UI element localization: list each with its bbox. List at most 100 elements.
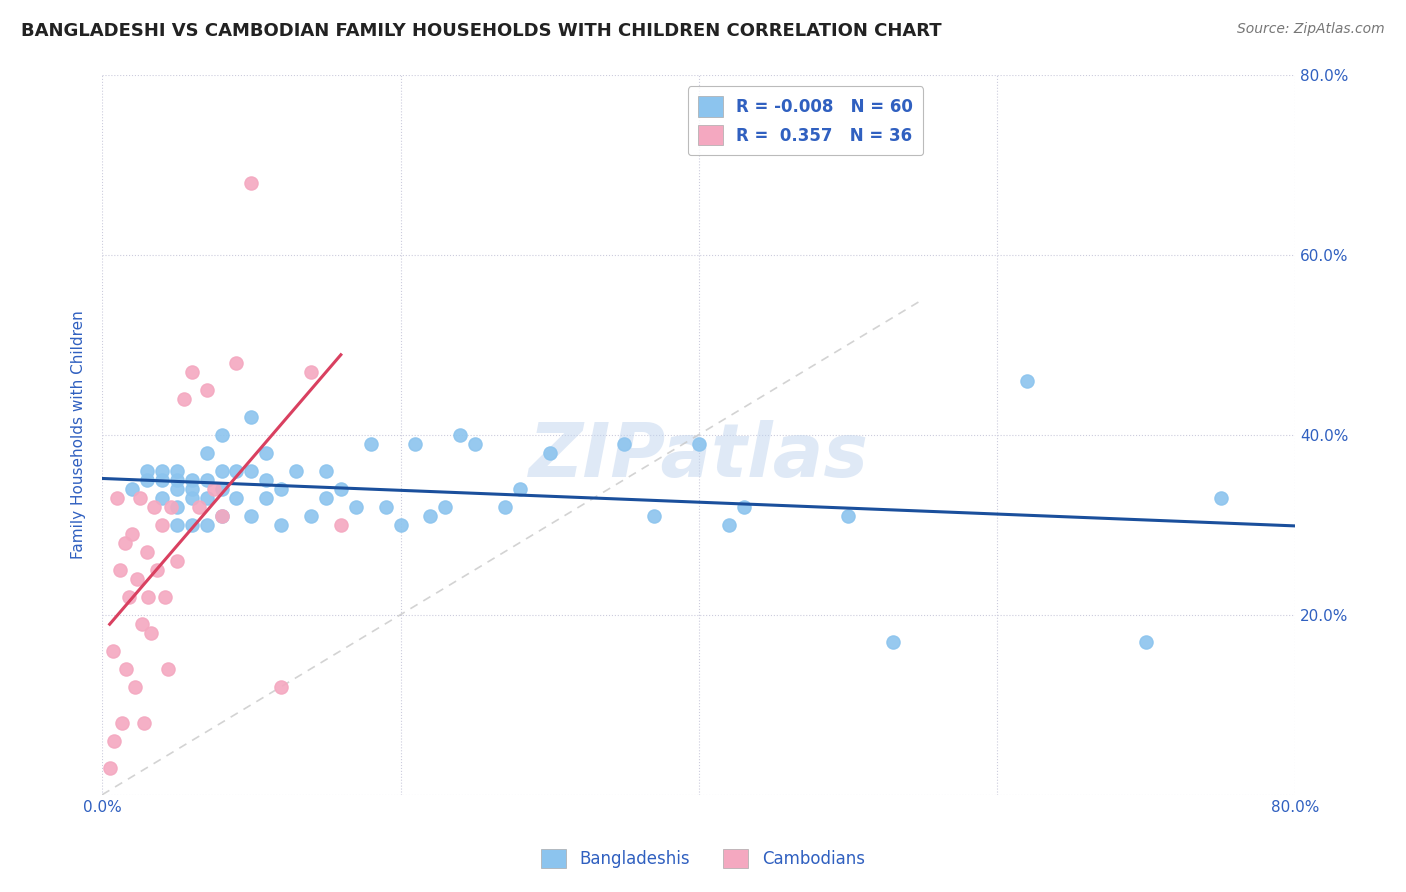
Point (211, 508, 233, 523)
Point (103, 733, 125, 747)
Point (211, 508, 233, 523)
Point (270, 517, 292, 532)
Point (643, 508, 665, 523)
Point (166, 464, 188, 478)
Point (114, 535, 136, 549)
Point (211, 464, 233, 478)
Point (115, 662, 138, 676)
Point (1135, 634, 1157, 648)
Point (180, 365, 202, 379)
Point (389, 517, 412, 532)
Point (404, 436, 426, 450)
Text: ZIPatlas: ZIPatlas (529, 420, 869, 492)
Point (509, 482, 531, 496)
Point (882, 634, 904, 648)
Point (121, 482, 143, 496)
Point (240, 508, 263, 523)
Point (125, 572, 148, 586)
Point (118, 590, 141, 604)
Point (143, 500, 166, 514)
Point (211, 427, 233, 442)
Text: BANGLADESHI VS CAMBODIAN FAMILY HOUSEHOLDS WITH CHILDREN CORRELATION CHART: BANGLADESHI VS CAMBODIAN FAMILY HOUSEHOL… (21, 22, 942, 40)
Point (254, 473, 277, 487)
Point (180, 517, 202, 532)
Point (329, 482, 352, 496)
Point (240, 409, 263, 424)
Point (128, 491, 150, 505)
Point (105, 491, 128, 505)
Point (166, 517, 188, 532)
Point (121, 526, 143, 541)
Point (156, 662, 179, 676)
Point (150, 517, 173, 532)
Point (150, 464, 173, 478)
Point (434, 500, 457, 514)
Legend: Bangladeshis, Cambodians: Bangladeshis, Cambodians (534, 843, 872, 875)
Point (270, 680, 292, 694)
Point (166, 473, 188, 487)
Point (717, 517, 740, 532)
Point (202, 482, 225, 496)
Point (270, 482, 292, 496)
Point (613, 436, 636, 450)
Point (180, 491, 202, 505)
Point (150, 473, 173, 487)
Point (344, 500, 367, 514)
Point (733, 500, 755, 514)
Point (146, 563, 169, 577)
Point (132, 715, 155, 730)
Point (299, 365, 322, 379)
Point (136, 464, 159, 478)
Point (329, 517, 352, 532)
Point (195, 383, 218, 397)
Point (195, 473, 218, 487)
Point (98, 761, 121, 775)
Point (240, 464, 263, 478)
Point (449, 427, 471, 442)
Point (315, 491, 337, 505)
Y-axis label: Family Households with Children: Family Households with Children (72, 310, 86, 559)
Point (1209, 491, 1232, 505)
Point (136, 544, 159, 558)
Point (108, 563, 131, 577)
Point (254, 445, 277, 459)
Point (360, 436, 382, 450)
Point (131, 616, 153, 631)
Point (419, 508, 441, 523)
Legend: R = -0.008   N = 60, R =  0.357   N = 36: R = -0.008 N = 60, R = 0.357 N = 36 (688, 87, 924, 155)
Point (225, 464, 247, 478)
Point (688, 436, 710, 450)
Point (1015, 374, 1038, 388)
Point (837, 508, 859, 523)
Text: Source: ZipAtlas.com: Source: ZipAtlas.com (1237, 22, 1385, 37)
Point (374, 500, 396, 514)
Point (195, 491, 218, 505)
Point (464, 436, 486, 450)
Point (180, 473, 202, 487)
Point (141, 625, 163, 640)
Point (110, 715, 132, 730)
Point (494, 500, 516, 514)
Point (315, 464, 337, 478)
Point (225, 355, 247, 369)
Point (299, 508, 322, 523)
Point (124, 680, 146, 694)
Point (138, 590, 160, 604)
Point (173, 392, 195, 406)
Point (166, 500, 188, 514)
Point (211, 482, 233, 496)
Point (225, 491, 247, 505)
Point (159, 500, 181, 514)
Point (254, 491, 277, 505)
Point (285, 464, 308, 478)
Point (195, 517, 218, 532)
Point (180, 482, 202, 496)
Point (150, 491, 173, 505)
Point (153, 590, 176, 604)
Point (166, 482, 188, 496)
Point (195, 445, 218, 459)
Point (166, 554, 188, 568)
Point (538, 445, 561, 459)
Point (240, 176, 263, 190)
Point (136, 473, 159, 487)
